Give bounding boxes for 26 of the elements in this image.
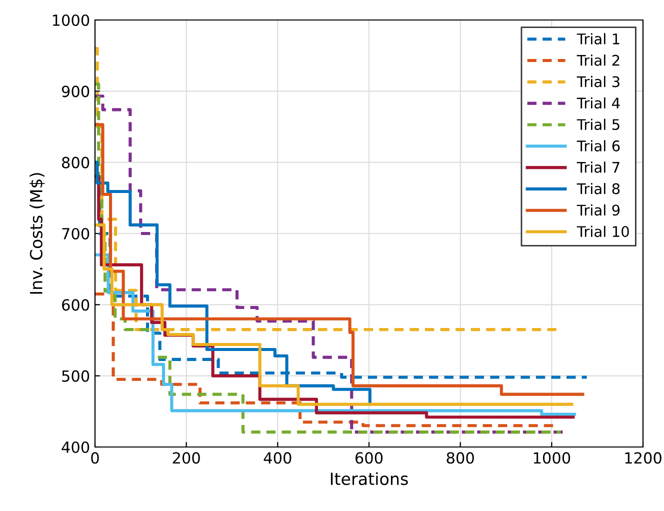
legend-label: Trial 5: [576, 118, 620, 130]
legend-label: Trial 6: [576, 140, 620, 152]
x-tick-label: 1000: [534, 452, 570, 464]
y-tick-label: 600: [62, 299, 90, 311]
y-tick-label: 500: [62, 370, 90, 382]
legend-label: Trial 3: [576, 76, 620, 88]
legend-label: Trial 1: [576, 33, 620, 44]
y-tick-label: 800: [62, 156, 90, 168]
y-tick-label: 400: [62, 441, 90, 454]
x-tick-label: 0: [91, 452, 99, 464]
y-tick-label: 900: [62, 86, 90, 98]
y-tick-label: 1000: [52, 14, 90, 26]
x-tick-label: 200: [172, 452, 200, 464]
y-tick-label: 700: [62, 228, 90, 240]
x-tick-label: 800: [446, 452, 474, 464]
legend-label: Trial 2: [576, 54, 620, 66]
legend-label: Trial 4: [576, 97, 620, 109]
legend-label: Trial 9: [576, 204, 620, 216]
x-tick-label: 1200: [625, 452, 662, 464]
y-axis-title: Inv. Costs (M$): [30, 173, 45, 294]
x-axis-title: Iterations: [330, 472, 408, 486]
x-tick-label: 600: [355, 452, 383, 464]
x-tick-label: 400: [264, 452, 292, 464]
legend-label: Trial 10: [576, 226, 629, 238]
legend-label: Trial 7: [576, 162, 620, 173]
legend-label: Trial 8: [576, 182, 620, 194]
